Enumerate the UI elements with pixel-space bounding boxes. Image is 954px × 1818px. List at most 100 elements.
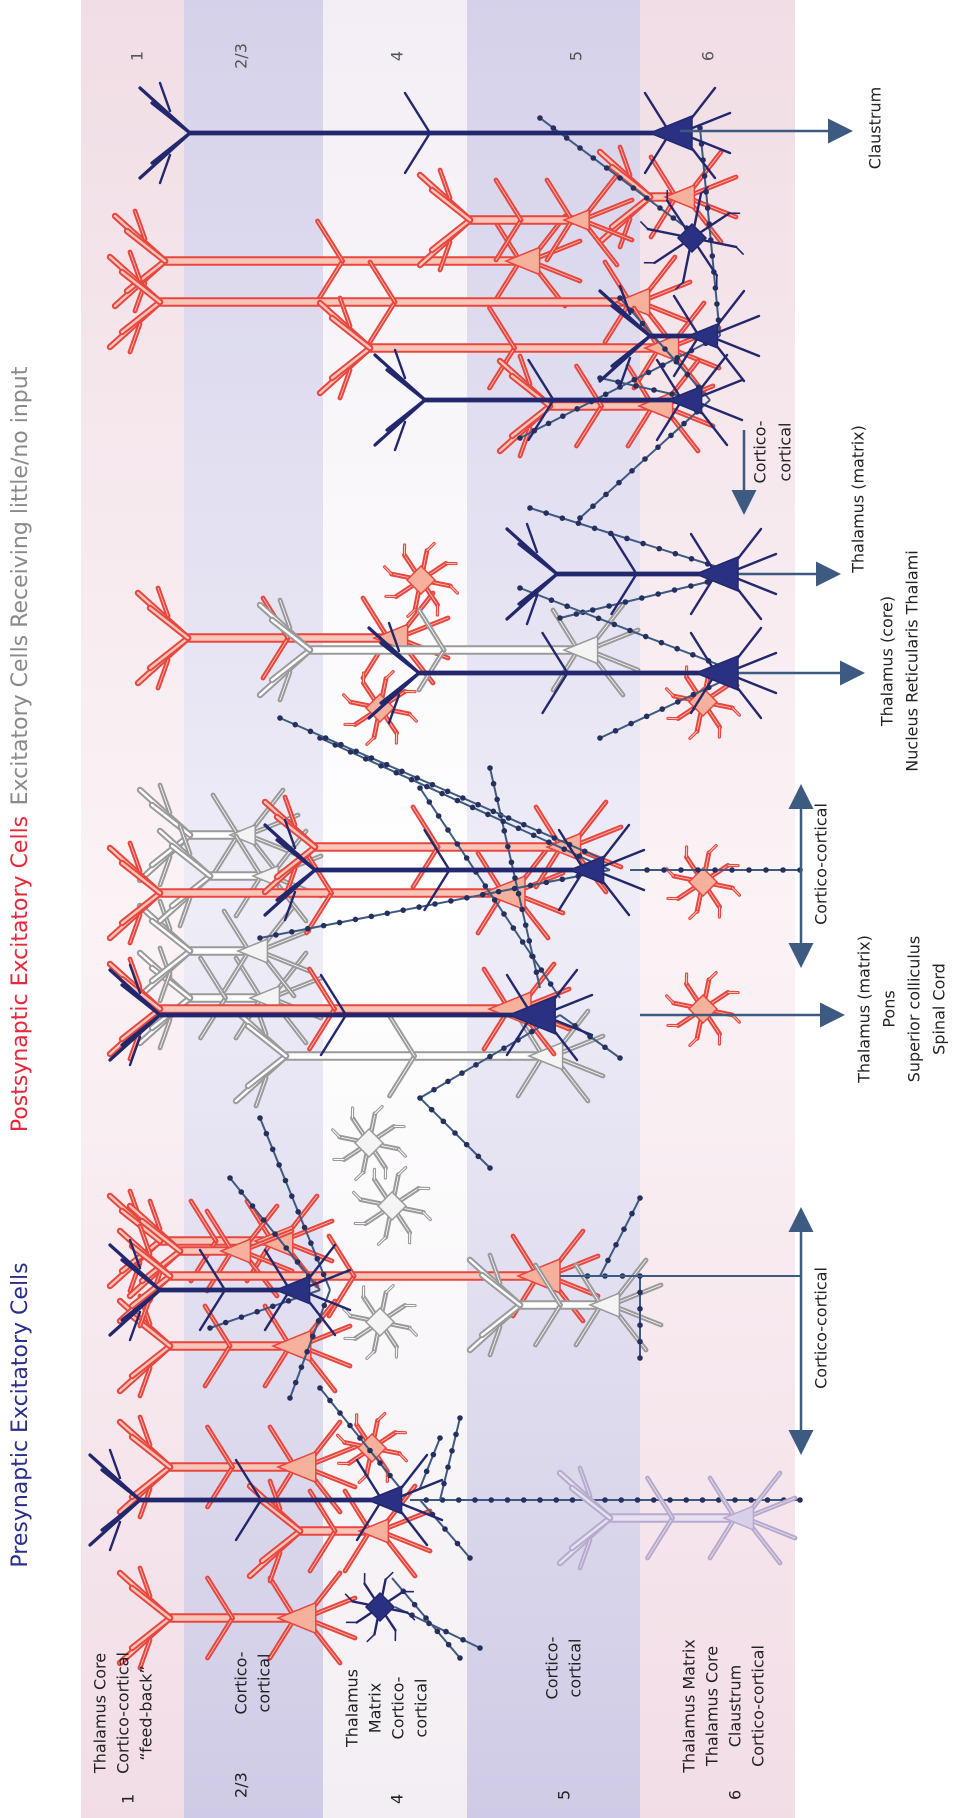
- bouton: [314, 1255, 321, 1262]
- bouton: [367, 1447, 373, 1454]
- soma: [271, 1329, 312, 1363]
- dendrite-core: [255, 1077, 267, 1107]
- soma: [666, 385, 703, 415]
- input-label: Claustrum: [726, 1665, 745, 1747]
- dendrite-core: [129, 914, 141, 944]
- bouton: [714, 301, 720, 307]
- bouton: [669, 391, 675, 397]
- dendrite: [128, 1310, 142, 1342]
- dendrite: [403, 91, 432, 135]
- bouton: [368, 913, 375, 920]
- bouton: [501, 911, 507, 917]
- bouton: [442, 1526, 448, 1532]
- soma: [248, 984, 281, 1012]
- layer-number: 2/3: [232, 1772, 251, 1798]
- soma: [405, 564, 437, 596]
- output-label: Thalamus (core): [878, 596, 897, 727]
- axon: [529, 507, 741, 575]
- bouton: [655, 591, 661, 597]
- dendrite: [385, 398, 427, 432]
- bouton: [294, 1259, 301, 1265]
- dendrite-core: [604, 301, 631, 343]
- bouton: [729, 867, 735, 873]
- dendrite-core: [246, 1054, 288, 1088]
- bouton: [732, 1497, 738, 1503]
- dendrite: [517, 542, 559, 576]
- dendrite-core: [120, 300, 162, 334]
- dendrite-core: [125, 229, 167, 263]
- bouton: [320, 922, 327, 929]
- dendrite-core: [579, 1539, 591, 1569]
- neurons: [88, 81, 803, 1671]
- bouton: [357, 1435, 363, 1441]
- bouton: [322, 735, 329, 741]
- bouton: [283, 1245, 290, 1251]
- dendrite: [283, 818, 297, 850]
- dendrite-core: [495, 219, 522, 261]
- dendrite-core: [130, 1616, 172, 1650]
- dendrite: [120, 1258, 162, 1292]
- dendrite-core: [246, 1024, 288, 1058]
- bouton: [452, 1130, 458, 1136]
- dendrite: [423, 828, 451, 872]
- dendrite: [675, 281, 684, 290]
- dendrite: [234, 1458, 263, 1502]
- bouton: [282, 1177, 289, 1184]
- dendrite-core: [604, 261, 631, 303]
- bouton: [616, 479, 622, 486]
- bouton: [338, 741, 344, 748]
- bouton: [430, 1451, 437, 1458]
- bouton: [606, 603, 612, 609]
- bouton: [285, 1298, 292, 1304]
- bouton: [423, 1615, 429, 1621]
- dendrite-core: [709, 1477, 736, 1519]
- layer-band: [640, 0, 795, 1818]
- bouton: [519, 906, 525, 913]
- bouton: [454, 841, 461, 847]
- bouton: [304, 925, 311, 932]
- bouton: [577, 515, 583, 521]
- dendrite-core: [284, 796, 296, 826]
- soma: [663, 183, 696, 211]
- input-label: Cortico-: [232, 1652, 251, 1715]
- dendrite-core: [489, 307, 515, 349]
- layer-number: 6: [699, 51, 718, 61]
- bouton: [387, 1472, 393, 1479]
- dendrite-core: [575, 1264, 602, 1306]
- layer-band: [323, 0, 467, 1818]
- bouton: [445, 1464, 451, 1470]
- dendrite-core: [279, 671, 291, 701]
- bouton: [678, 867, 684, 873]
- dendrite-core: [130, 1586, 172, 1620]
- dendrite-core: [339, 297, 351, 327]
- dendrite-core: [130, 1274, 172, 1308]
- bouton: [292, 721, 299, 728]
- bouton: [501, 1045, 507, 1051]
- input-label: Cortico-: [389, 1677, 408, 1740]
- bouton: [491, 897, 498, 903]
- dendrite-core: [709, 1517, 736, 1559]
- dendrite-core: [385, 1285, 394, 1294]
- dendrite-core: [140, 1219, 182, 1253]
- bouton: [277, 715, 283, 721]
- bouton: [553, 1497, 560, 1503]
- dendrite-core: [650, 156, 677, 198]
- bouton: [501, 828, 508, 834]
- bouton: [453, 1431, 459, 1438]
- input-label: cortical: [412, 1679, 431, 1738]
- bouton: [640, 540, 646, 547]
- dendrite: [527, 358, 555, 402]
- bouton: [475, 801, 481, 808]
- dendrite-core: [374, 1106, 383, 1115]
- dendrite: [263, 1248, 292, 1292]
- dendrite: [640, 221, 649, 230]
- axon: [599, 672, 741, 739]
- layer-number: 4: [388, 1794, 407, 1804]
- input-label: Thalamus Core: [703, 1646, 722, 1767]
- dendrite-core: [339, 369, 351, 399]
- bouton: [307, 728, 314, 735]
- bouton: [605, 1257, 611, 1264]
- bouton: [637, 1289, 643, 1296]
- dendrite-core: [449, 585, 458, 594]
- bouton: [445, 1078, 451, 1085]
